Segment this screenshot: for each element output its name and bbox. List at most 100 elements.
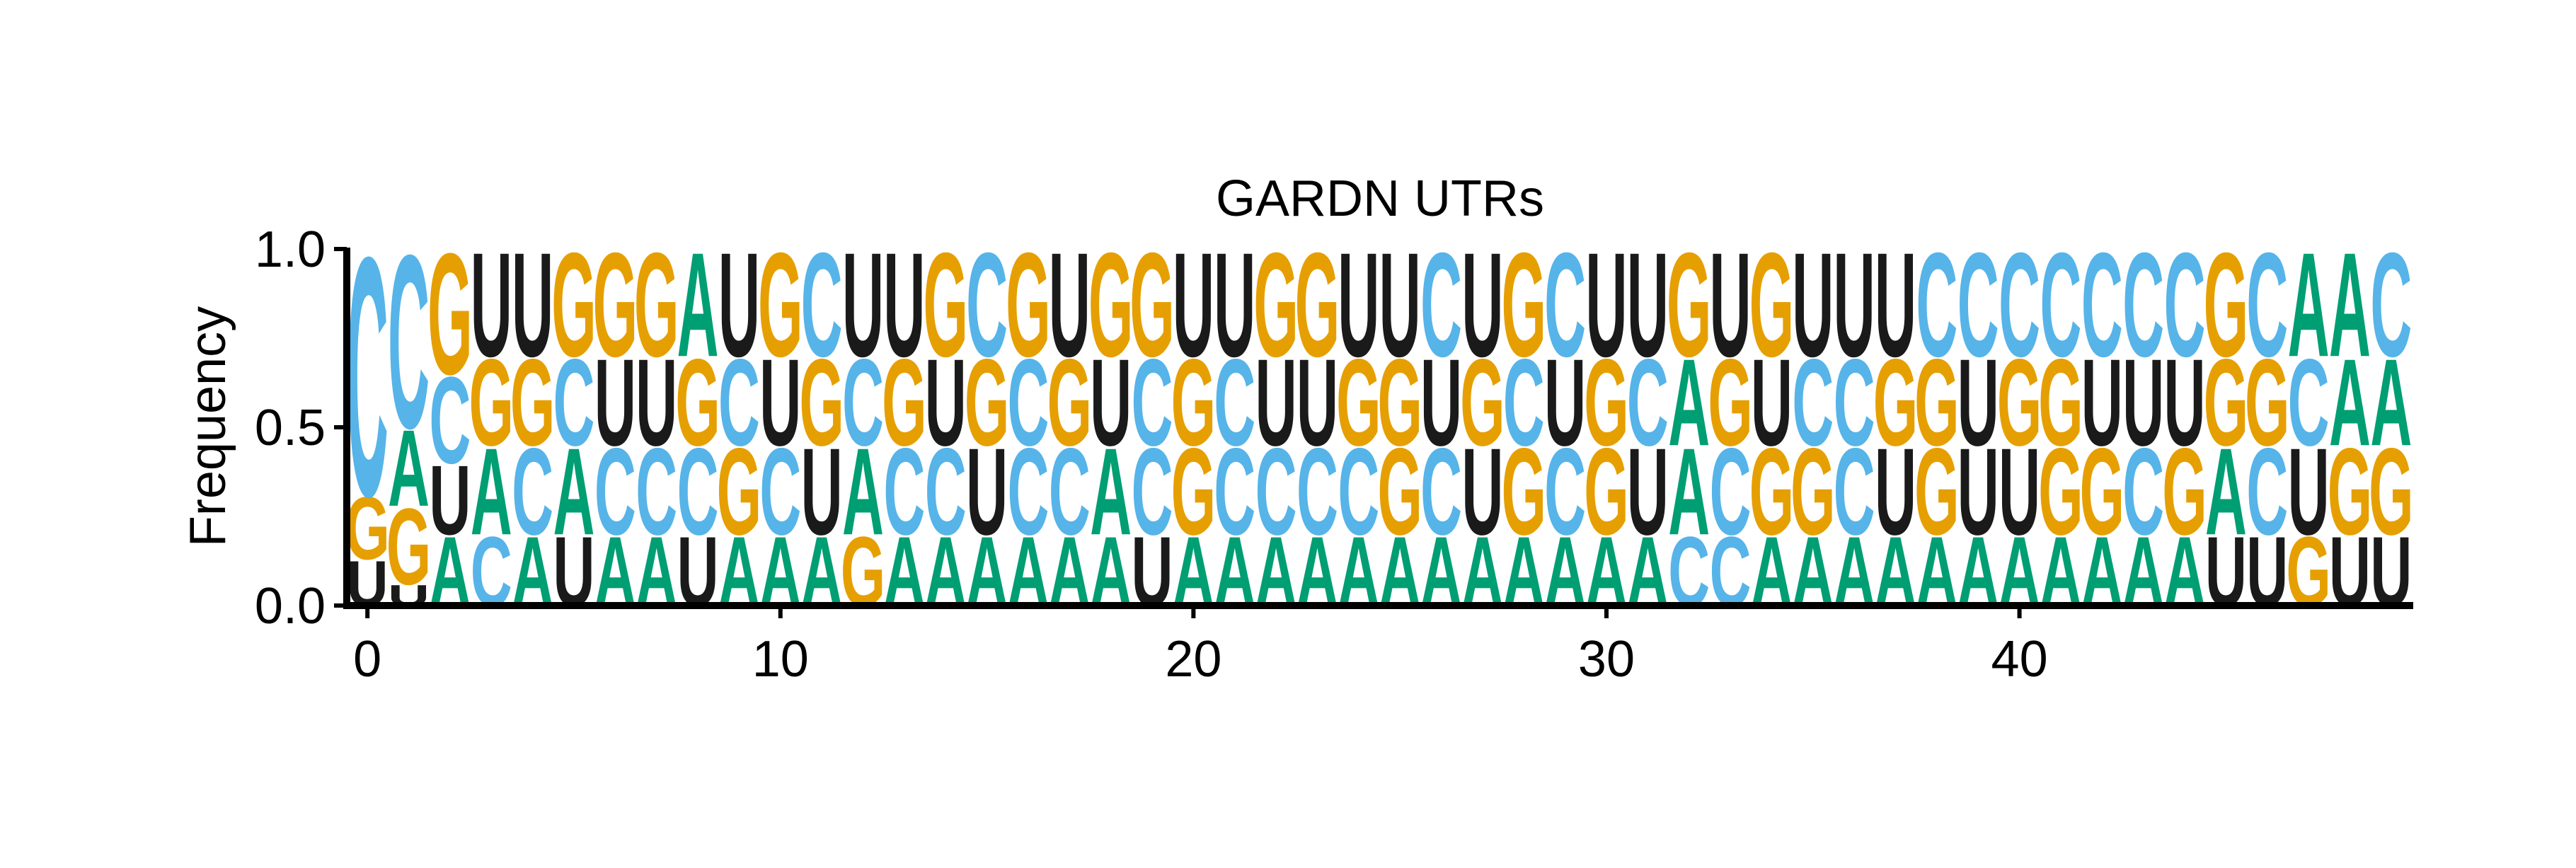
logo-letter-g: G — [1171, 332, 1217, 471]
logo-letter-c: C — [1627, 332, 1669, 471]
logo-letter-u: U — [1214, 221, 1255, 388]
logo-letter-u: U — [1957, 332, 1999, 471]
logo-letter-u: U — [1627, 422, 1669, 560]
logo-letter-c: C — [1338, 422, 1379, 560]
logo-letter-g: G — [1914, 332, 1960, 471]
logo-letter-c: C — [1544, 221, 1586, 388]
logo-letter-g: G — [717, 422, 762, 560]
logo-letter-u: U — [925, 332, 967, 471]
logo-letter-g: G — [2204, 221, 2249, 388]
y-tick-label: 0.5 — [255, 400, 326, 456]
x-tick-label: 10 — [752, 631, 809, 688]
logo-letter-c: C — [429, 351, 471, 490]
logo-letter-u: U — [1875, 221, 1916, 388]
logo-letter-c: C — [718, 332, 760, 471]
logo-letter-c: C — [636, 422, 677, 560]
logo-letter-a: A — [677, 221, 719, 388]
logo-letter-c: C — [2040, 221, 2081, 388]
logo-letter-u: U — [471, 221, 512, 388]
logo-letter-u: U — [1338, 221, 1379, 388]
logo-letter-c: C — [925, 422, 967, 560]
logo-letter-g: G — [675, 332, 720, 471]
logo-letter-g: G — [1873, 332, 1919, 471]
logo-letter-c: C — [388, 203, 430, 480]
logo-letter-c: C — [1916, 221, 1957, 388]
logo-letter-c: C — [1710, 422, 1752, 560]
logo-letter-a: A — [553, 422, 594, 560]
logo-letter-g: G — [2245, 332, 2290, 471]
logo-letter-c: C — [2122, 422, 2164, 560]
logo-letter-g: G — [1377, 332, 1422, 471]
logo-letter-g: G — [1006, 221, 1051, 388]
logo-letter-g: G — [1088, 221, 1134, 388]
logo-letter-c: C — [2288, 332, 2330, 471]
logo-letter-g: G — [2369, 422, 2414, 560]
logo-letter-u: U — [1296, 332, 1338, 471]
logo-letter-c: C — [1214, 422, 1255, 560]
x-tick-label: 40 — [1991, 631, 2048, 688]
x-ticks: 0 10 20 30 40 — [353, 606, 2048, 688]
logo-letter-a: A — [842, 422, 884, 560]
logo-letter-u: U — [2122, 332, 2164, 471]
logo-letter-a: A — [471, 422, 512, 560]
logo-letter-g: G — [593, 221, 638, 388]
logo-letter-g: G — [1501, 221, 1546, 388]
logo-letter-u: U — [594, 332, 636, 471]
logo-letter-g: G — [510, 332, 556, 471]
logo-letter-g: G — [1749, 422, 1795, 560]
logo-letter-c: C — [1214, 332, 1255, 471]
logo-letter-u: U — [1627, 221, 1669, 388]
logo-letter-u: U — [1999, 422, 2040, 560]
chart-title: GARDN UTRs — [1216, 170, 1544, 227]
logo-letter-u: U — [1585, 221, 1627, 388]
logo-letter-u: U — [1710, 221, 1752, 388]
x-tick-label: 30 — [1578, 631, 1635, 688]
logo-letter-g: G — [634, 221, 679, 388]
logo-letter-g: G — [2038, 422, 2083, 560]
logo-letter-c: C — [1957, 221, 1999, 388]
logo-letter-u: U — [1792, 221, 1834, 388]
logo-letter-u: U — [1461, 422, 1503, 560]
logo-letter-u: U — [2081, 332, 2123, 471]
logo-letter-g: G — [1749, 221, 1795, 388]
logo-letter-g: G — [345, 479, 390, 579]
logo-letter-g: G — [386, 486, 432, 608]
logo-letter-c: C — [1007, 332, 1049, 471]
logo-letter-c: C — [347, 186, 389, 568]
logo-letter-g: G — [2080, 422, 2125, 560]
logo-letter-a: A — [2329, 332, 2371, 471]
logo-letter-c: C — [966, 221, 1008, 388]
logo-letter-u: U — [883, 221, 925, 388]
logo-letter-a: A — [1090, 422, 1132, 560]
logo-letter-c: C — [1007, 422, 1049, 560]
logo-letter-u: U — [1379, 221, 1421, 388]
logo-letter-c: C — [2122, 221, 2164, 388]
logo-letter-u: U — [1834, 221, 1875, 388]
logo-letter-g: G — [882, 332, 927, 471]
logo-letter-a: A — [1668, 422, 1710, 560]
logo-letter-g: G — [1584, 332, 1629, 471]
logo-letter-u: U — [1751, 332, 1793, 471]
logo-letter-c: C — [2246, 422, 2288, 560]
logo-letter-c: C — [842, 332, 884, 471]
logo-letter-c: C — [1132, 422, 1173, 560]
logo-letter-g: G — [1460, 332, 1505, 471]
logo-letter-g: G — [1584, 422, 1629, 560]
logo-letter-a: A — [2329, 221, 2371, 388]
logo-letter-g: G — [1501, 422, 1546, 560]
y-tick-label: 1.0 — [255, 221, 326, 278]
logo-letter-g: G — [2328, 422, 2373, 560]
logo-letter-u: U — [1255, 332, 1297, 471]
x-tick-label: 20 — [1165, 631, 1221, 688]
logo-letter-a: A — [2370, 332, 2412, 471]
logo-letter-u: U — [718, 221, 760, 388]
logo-letter-g: G — [1790, 422, 1836, 560]
logo-letter-u: U — [1420, 332, 1462, 471]
logo-letter-c: C — [1255, 422, 1297, 560]
logo-letter-g: G — [1377, 422, 1422, 560]
logo-letter-c: C — [1420, 221, 1462, 388]
logo-letters: UGCUGACAUCGCAGUACGUUACGACUGACUGUCGAAGCUA… — [345, 186, 2413, 627]
logo-letter-a: A — [1668, 332, 1710, 471]
logo-letter-u: U — [1173, 221, 1214, 388]
